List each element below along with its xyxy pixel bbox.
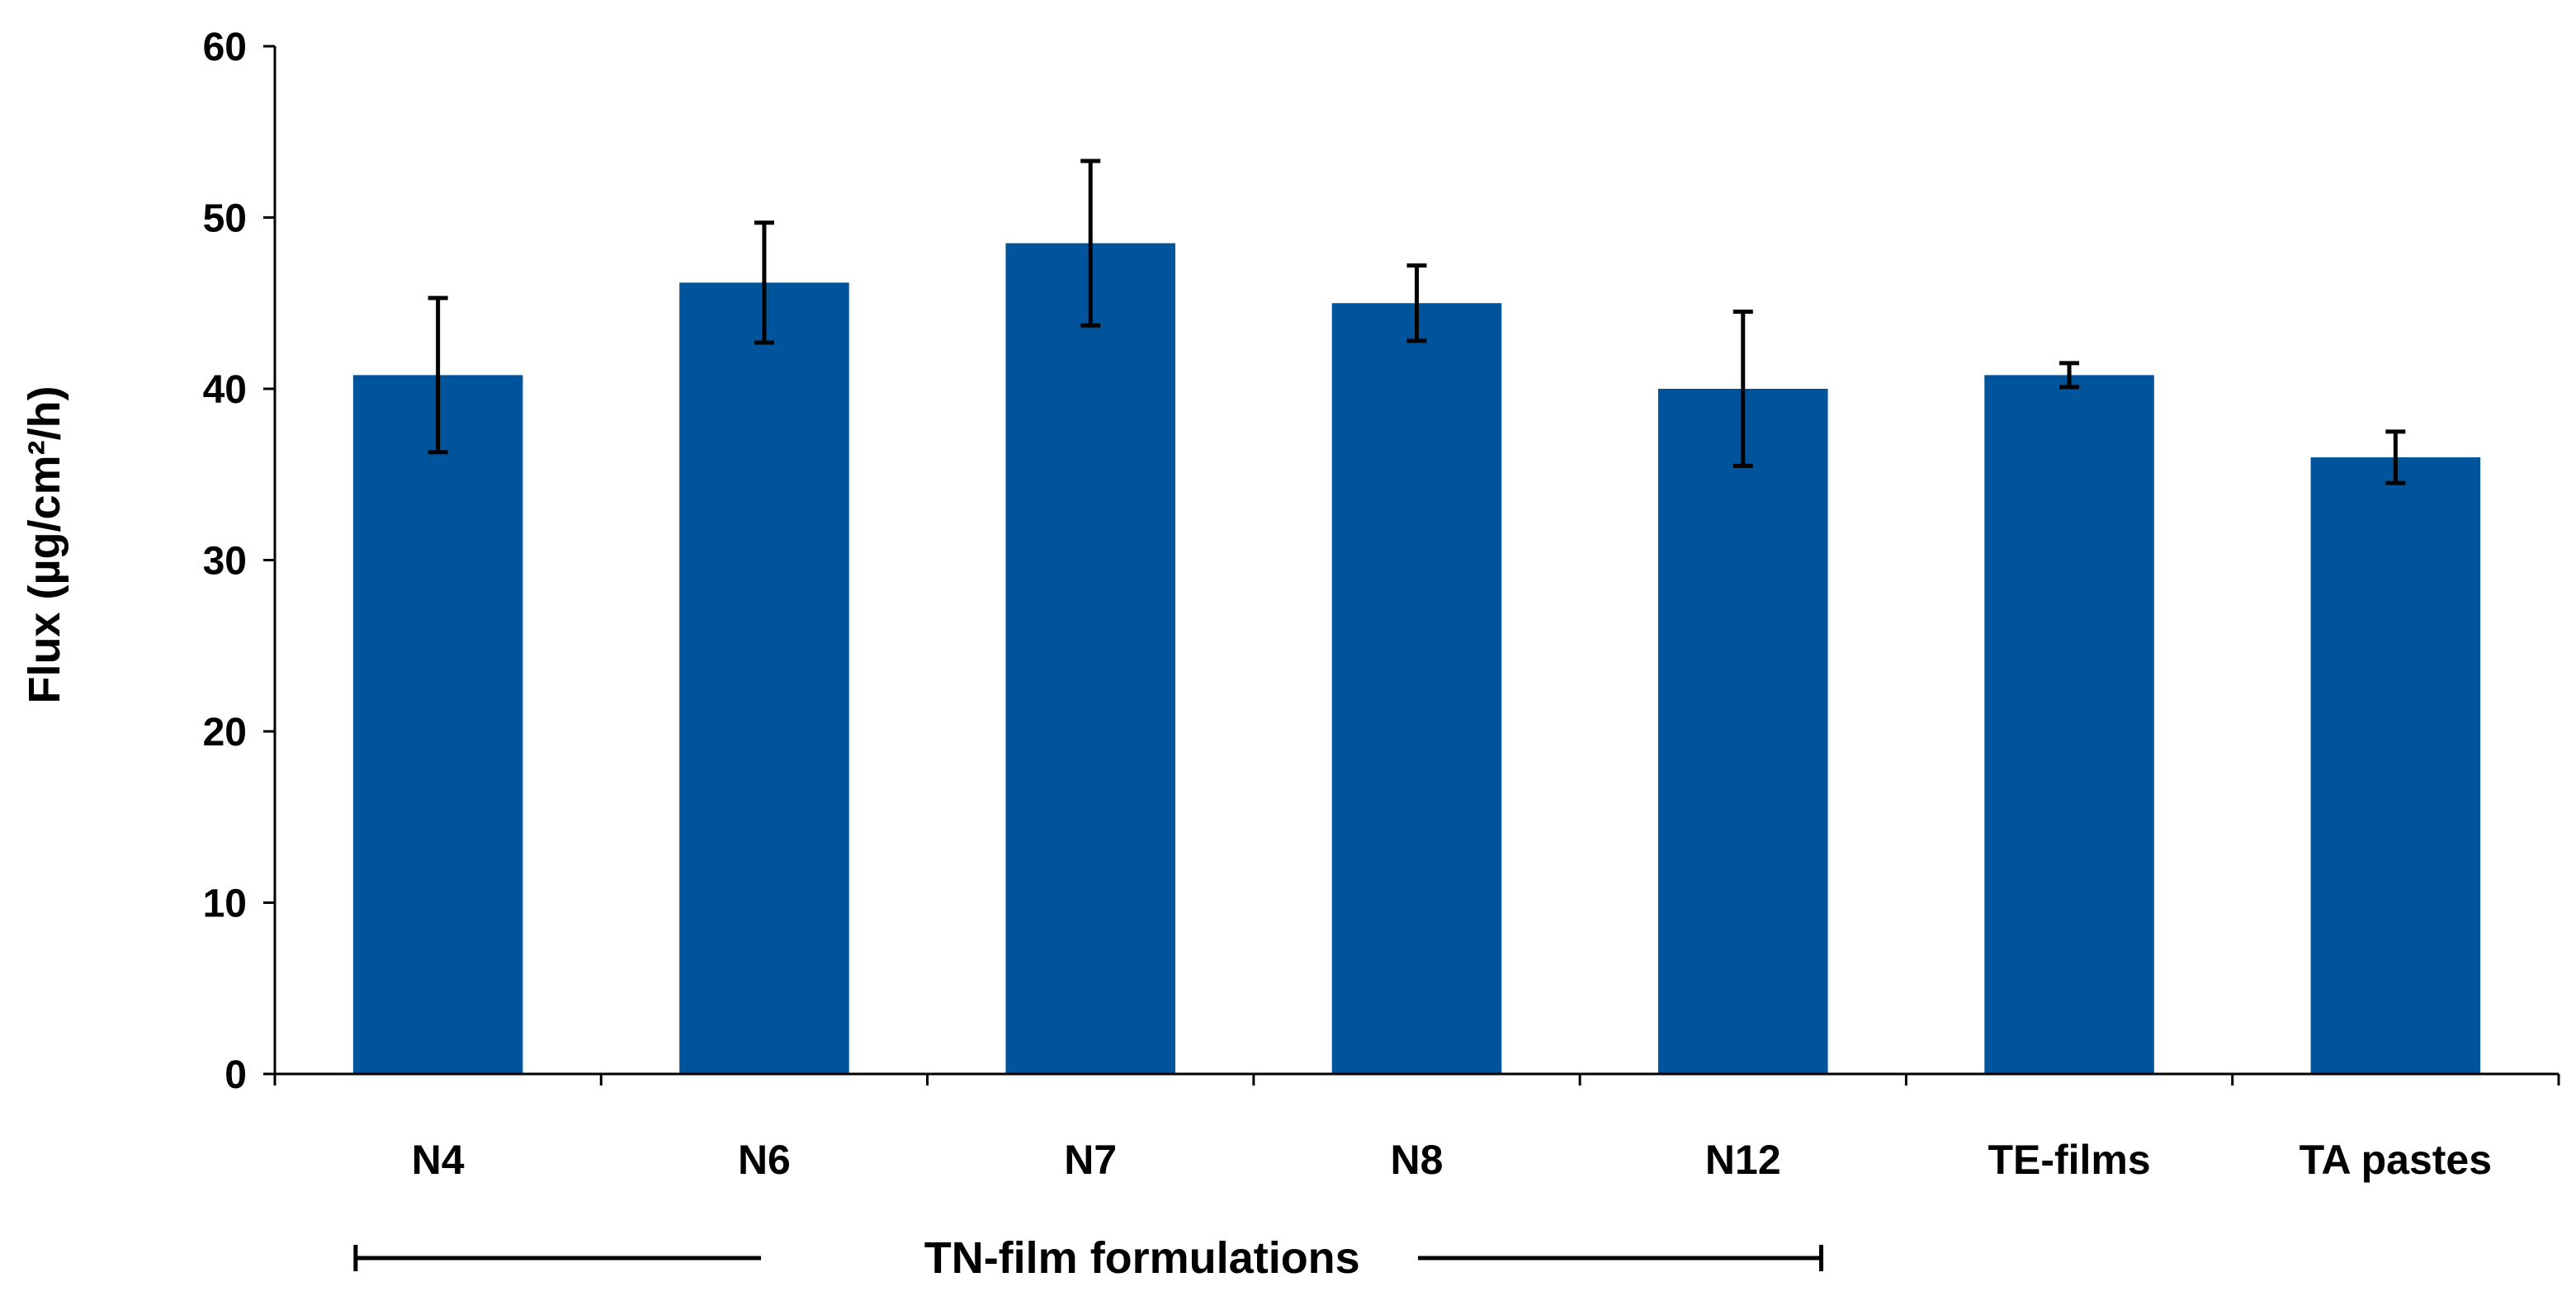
group-label: TN-film formulations (924, 1233, 1360, 1283)
y-tick-label: 30 (203, 540, 247, 584)
x-category-label: N4 (412, 1137, 465, 1183)
bar-n4 (352, 375, 523, 1074)
x-category-label: N12 (1705, 1137, 1781, 1183)
bar-n12 (1658, 389, 1828, 1074)
bar-n7 (1005, 243, 1175, 1074)
x-category-label: N8 (1391, 1137, 1444, 1183)
y-tick-label: 40 (203, 368, 247, 412)
bar-te-films (1984, 375, 2154, 1074)
y-tick-label: 50 (203, 197, 247, 241)
bars-layer (352, 243, 2481, 1075)
y-axis-title: Flux (µg/cm²/h) (20, 386, 69, 703)
x-category-label: TA pastes (2299, 1137, 2492, 1183)
bar-n6 (679, 282, 849, 1075)
x-category-label: N7 (1064, 1137, 1117, 1183)
y-tick-label: 0 (225, 1053, 247, 1097)
group-annotation: TN-film formulations (353, 1233, 1824, 1283)
error-bars-layer (428, 158, 2406, 485)
bar-n8 (1331, 303, 1502, 1074)
y-tick-label: 60 (203, 26, 247, 69)
y-tick-label: 20 (203, 711, 247, 754)
bar-ta-pastes (2310, 457, 2481, 1074)
x-category-label: N6 (738, 1137, 791, 1183)
labels-layer: 0 10 20 30 40 50 60 N4 N6 N7 N8 N12 TE-films TA paste… (203, 26, 2492, 1183)
axes-layer (263, 45, 2560, 1086)
x-category-label: TE-films (1988, 1137, 2150, 1183)
y-tick-label: 10 (203, 882, 247, 926)
